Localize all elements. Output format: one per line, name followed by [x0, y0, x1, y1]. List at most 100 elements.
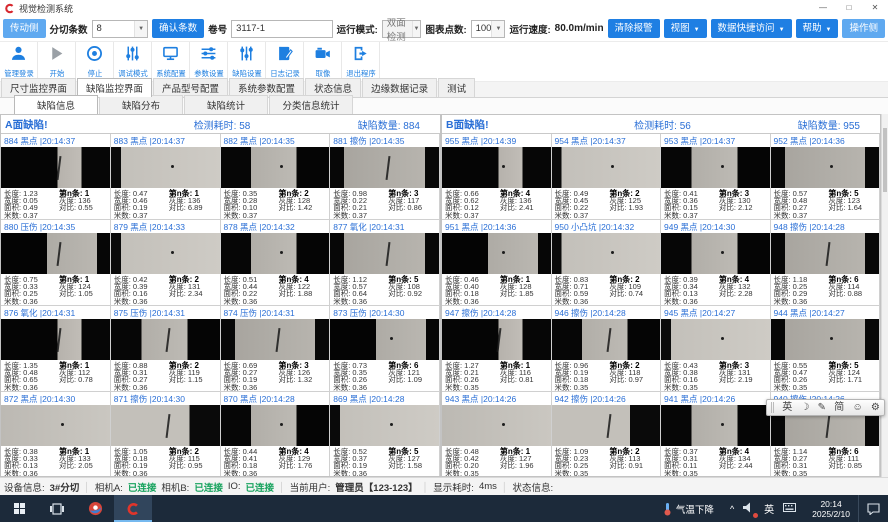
- defect-image[interactable]: [330, 233, 439, 274]
- ime-language-indicator[interactable]: 英: [764, 505, 775, 516]
- defect-image[interactable]: [110, 405, 220, 446]
- defect-image[interactable]: [770, 233, 879, 274]
- main-tab-系统参数配置[interactable]: 系统参数配置: [229, 78, 305, 97]
- defect-image[interactable]: [220, 405, 330, 446]
- defect-image[interactable]: [220, 233, 330, 274]
- ime-drag-handle[interactable]: [771, 402, 775, 413]
- taskbar-app-browser[interactable]: [76, 495, 114, 522]
- task-view-button[interactable]: [38, 495, 76, 522]
- sub-tab-缺陷分布[interactable]: 缺陷分布: [99, 95, 183, 114]
- defect-cell[interactable]: 952 黑点 |20:14:36 长度: 0.57 宽度: 0.48 面积: 0.27…: [770, 134, 880, 220]
- start-button[interactable]: [0, 495, 38, 522]
- defect-image[interactable]: [661, 147, 770, 188]
- weather-widget[interactable]: 气温下降: [655, 502, 722, 516]
- defect-image[interactable]: [442, 405, 551, 446]
- defect-cell[interactable]: 880 压伤 |20:14:35 长度: 0.75 宽度: 0.33 面积: 0.25…: [1, 220, 111, 306]
- defect-cell[interactable]: 946 擦伤 |20:14:28 长度: 0.96 宽度: 0.19 面积: 0.18…: [551, 306, 661, 392]
- help-menu-button[interactable]: 帮助 ▼: [795, 19, 839, 38]
- defect-image[interactable]: [442, 147, 551, 188]
- defect-cell[interactable]: 950 小凸坑 |20:14:32 长度: 0.83 宽度: 0.71 面积: 0.5…: [551, 220, 661, 306]
- defect-cell[interactable]: 879 黑点 |20:14:33 长度: 0.42 宽度: 0.39 面积: 0.16…: [110, 220, 221, 306]
- defect-image[interactable]: [1, 147, 110, 188]
- toolbar-button-参数设置[interactable]: 参数设置: [190, 42, 228, 81]
- touch-keyboard-icon[interactable]: [783, 502, 797, 515]
- main-tab-测试[interactable]: 测试: [438, 78, 476, 97]
- defect-cell[interactable]: 953 黑点 |20:14:37 长度: 0.41 宽度: 0.36 面积: 0.15…: [661, 134, 771, 220]
- toolbar-button-调试模式[interactable]: 调试模式: [114, 42, 152, 81]
- defect-image[interactable]: [770, 147, 879, 188]
- defect-cell[interactable]: 876 氧化 |20:14:31 长度: 1.35 宽度: 0.48 面积: 0.65…: [1, 306, 111, 392]
- defect-cell[interactable]: 954 黑点 |20:14:37 长度: 0.49 宽度: 0.45 面积: 0.22…: [551, 134, 661, 220]
- ime-moon-icon[interactable]: ☽: [800, 402, 810, 413]
- tray-expand-icon[interactable]: ^: [729, 503, 735, 514]
- defect-image[interactable]: [110, 233, 220, 274]
- defect-image[interactable]: [442, 319, 551, 360]
- taskbar-app-vision-system[interactable]: [114, 495, 152, 522]
- ime-emoji-icon[interactable]: ☺: [852, 402, 863, 413]
- main-tab-状态信息[interactable]: 状态信息: [305, 78, 362, 97]
- defect-cell[interactable]: 948 擦伤 |20:14:28 长度: 1.18 宽度: 0.25 面积: 0.29…: [770, 220, 880, 306]
- defect-cell[interactable]: 949 黑点 |20:14:30 长度: 0.39 宽度: 0.34 面积: 0.13…: [661, 220, 771, 306]
- vertical-scrollbar[interactable]: [881, 114, 888, 477]
- confirm-count-button[interactable]: 确认条数: [152, 19, 205, 38]
- main-tab-产品型号配置[interactable]: 产品型号配置: [153, 78, 229, 97]
- defect-cell[interactable]: 878 黑点 |20:14:32 长度: 0.51 宽度: 0.44 面积: 0.22…: [220, 220, 331, 306]
- toolbar-button-缺陷设置[interactable]: 缺陷设置: [228, 42, 266, 81]
- sub-tab-分类信息统计[interactable]: 分类信息统计: [269, 95, 353, 114]
- ime-toolbar[interactable]: 英 ☽ ✎ 简 ☺ ⚙: [766, 399, 885, 416]
- operate-side-button[interactable]: 操作侧: [842, 19, 885, 38]
- defect-cell[interactable]: 883 黑点 |20:14:37 长度: 0.47 宽度: 0.46 面积: 0.19…: [110, 134, 221, 220]
- defect-image[interactable]: [442, 233, 551, 274]
- toolbar-button-开始[interactable]: 开始: [38, 42, 76, 81]
- action-center-button[interactable]: [858, 495, 888, 522]
- defect-image[interactable]: [330, 319, 439, 360]
- toolbar-button-退出程序[interactable]: 退出程序: [342, 42, 380, 81]
- defect-cell[interactable]: 941 黑点 |20:14:26 长度: 0.37 宽度: 0.31 面积: 0.11…: [661, 392, 771, 476]
- defect-image[interactable]: [110, 319, 220, 360]
- main-tab-边缘数据记录[interactable]: 边缘数据记录: [362, 78, 438, 97]
- drive-side-button[interactable]: 传动侧: [3, 19, 46, 38]
- toolbar-button-系统配置[interactable]: 系统配置: [152, 42, 190, 81]
- main-tab-缺陷监控界面[interactable]: 缺陷监控界面: [77, 78, 153, 97]
- close-icon[interactable]: ✕: [871, 3, 879, 12]
- sub-tab-缺陷信息[interactable]: 缺陷信息: [14, 95, 98, 114]
- slit-count-select[interactable]: 8 ▼: [91, 19, 149, 38]
- defect-cell[interactable]: 884 黑点 |20:14:37 长度: 1.23 宽度: 0.05 面积: 0.49…: [1, 134, 111, 220]
- toolbar-button-停止[interactable]: 停止: [76, 42, 114, 81]
- defect-cell[interactable]: 877 氧化 |20:14:31 长度: 1.12 宽度: 0.57 面积: 0.64…: [330, 220, 440, 306]
- defect-cell[interactable]: 873 压伤 |20:14:30 长度: 0.73 宽度: 0.35 面积: 0.26…: [330, 306, 440, 392]
- defect-cell[interactable]: 871 擦伤 |20:14:30 长度: 1.05 宽度: 0.18 面积: 0.19…: [110, 392, 221, 476]
- defect-image[interactable]: [551, 233, 660, 274]
- defect-cell[interactable]: 951 黑点 |20:14:36 长度: 0.46 宽度: 0.40 面积: 0.18…: [442, 220, 552, 306]
- roll-number-input[interactable]: 3117-1: [231, 19, 333, 38]
- defect-image[interactable]: [551, 147, 660, 188]
- data-quick-access-button[interactable]: 数据快捷访问 ▼: [710, 19, 792, 38]
- defect-image[interactable]: [330, 405, 439, 446]
- maximize-icon[interactable]: □: [846, 3, 852, 12]
- toolbar-button-管理登录[interactable]: 管理登录: [0, 42, 38, 81]
- clear-alarm-button[interactable]: 清除报警: [607, 19, 660, 38]
- defect-image[interactable]: [1, 233, 110, 274]
- toolbar-button-日志记录[interactable]: 日志记录: [266, 42, 304, 81]
- defect-cell[interactable]: 947 擦伤 |20:14:28 长度: 1.27 宽度: 0.21 面积: 0.26…: [442, 306, 552, 392]
- defect-image[interactable]: [551, 405, 660, 446]
- defect-cell[interactable]: 881 擦伤 |20:14:35 长度: 0.98 宽度: 0.22 面积: 0.21…: [330, 134, 440, 220]
- defect-image[interactable]: [220, 319, 330, 360]
- defect-cell[interactable]: 944 黑点 |20:14:27 长度: 0.55 宽度: 0.47 面积: 0.26…: [770, 306, 880, 392]
- defect-image[interactable]: [1, 405, 110, 446]
- defect-cell[interactable]: 875 压伤 |20:14:31 长度: 0.88 宽度: 0.31 面积: 0.27…: [110, 306, 221, 392]
- taskbar-clock[interactable]: 20:14 2025/2/10: [804, 499, 858, 519]
- defect-cell[interactable]: 882 黑点 |20:14:35 长度: 0.35 宽度: 0.28 面积: 0.10…: [220, 134, 331, 220]
- defect-cell[interactable]: 942 擦伤 |20:14:26 长度: 1.09 宽度: 0.23 面积: 0.25…: [551, 392, 661, 476]
- minimize-icon[interactable]: —: [819, 3, 827, 12]
- defect-image[interactable]: [110, 147, 220, 188]
- defect-image[interactable]: [661, 233, 770, 274]
- defect-image[interactable]: [661, 319, 770, 360]
- view-menu-button[interactable]: 视图 ▼: [663, 19, 707, 38]
- chart-points-select[interactable]: 100 ▼: [470, 19, 506, 38]
- defect-cell[interactable]: 943 黑点 |20:14:26 长度: 0.48 宽度: 0.42 面积: 0.20…: [442, 392, 552, 476]
- scrollbar-thumb[interactable]: [883, 128, 887, 192]
- defect-image[interactable]: [220, 147, 330, 188]
- ime-pen-icon[interactable]: ✎: [817, 402, 827, 413]
- defect-cell[interactable]: 945 黑点 |20:14:27 长度: 0.43 宽度: 0.38 面积: 0.16…: [661, 306, 771, 392]
